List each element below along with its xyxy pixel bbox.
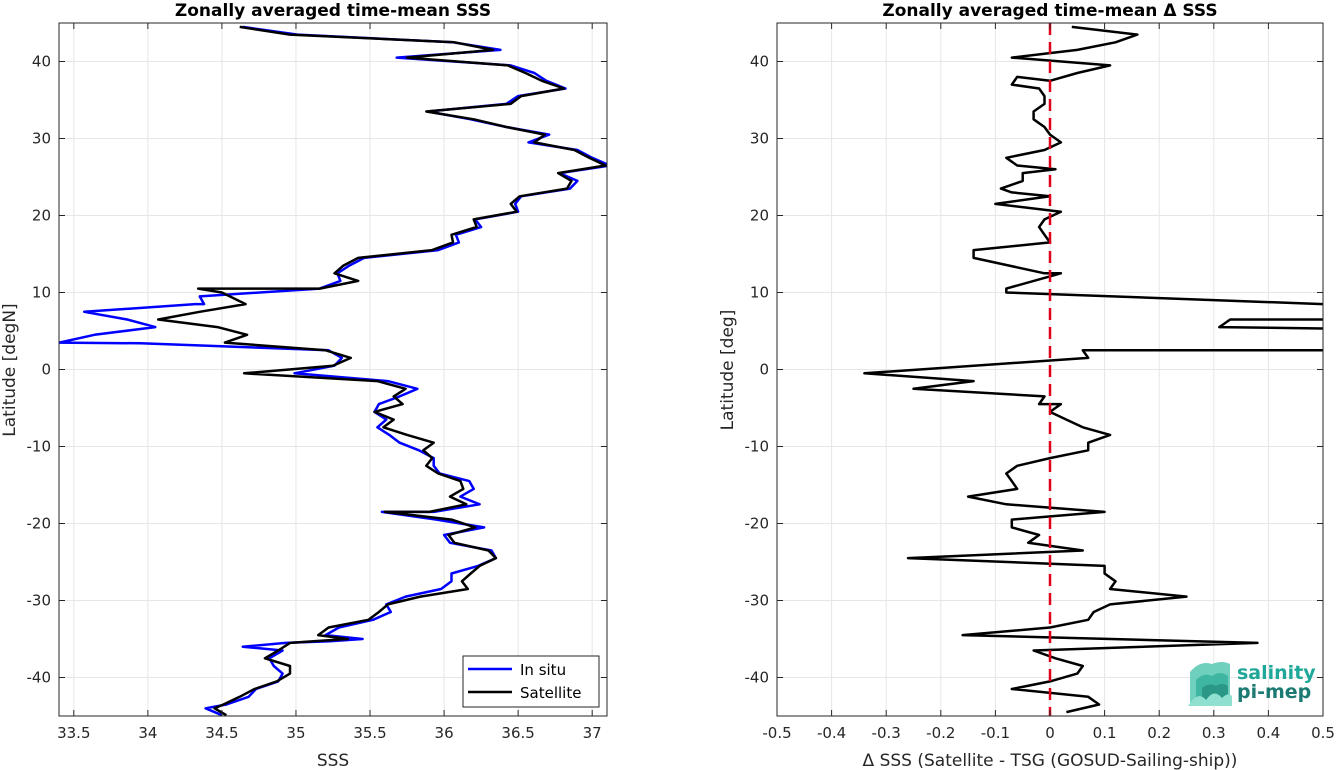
logo-text-salinity: salinity [1237,662,1316,684]
x-tick-label: 36.5 [501,724,534,742]
x-tick-label: 34 [138,724,157,742]
y-tick-label: -40 [27,669,52,687]
y-tick-label: 30 [750,130,769,148]
x-axis-label-delta-sss: Δ SSS (Satellite - TSG (GOSUD-Sailing-sh… [863,751,1238,770]
lines-sss [59,25,607,716]
x-tick-label: 35 [286,724,305,742]
x-tick-label: -0.4 [817,724,846,742]
x-tick-label: 0.3 [1202,724,1226,742]
panel-delta-sss: -0.5 -0.4 -0.3 -0.2 -0.1 0 0.1 0.2 0.3 0.4 0.5 -40… [718,1,1335,770]
y-tick-label: 10 [32,284,51,302]
series-line-delta-sss [863,25,1323,714]
series-line-in-situ [59,25,607,716]
y-tick-label: 20 [750,207,769,225]
x-tick-label: -0.3 [872,724,901,742]
legend-box [462,655,600,708]
x-tick-label: 0.1 [1093,724,1117,742]
y-tick-label: -10 [27,438,52,456]
x-tick-label: -0.1 [981,724,1010,742]
y-tick-label: -40 [745,669,770,687]
y-axis-label-sss: Latitude [degN] [0,303,20,436]
y-ticks-sss: -40 -30 -20 -10 0 10 20 30 40 [27,53,607,687]
panel-sss: 33.5 34 34.5 35 35.5 36 36.5 37 -40 -30 -20 -10 0 10… [0,1,608,770]
x-tick-label: 33.5 [57,724,90,742]
y-tick-label: 20 [32,207,51,225]
y-tick-label: 0 [41,361,51,379]
series-line-satellite [156,25,607,716]
logo-wave-icon [1188,662,1232,706]
salinity-pi-mep-logo: salinity pi-mep [1188,662,1316,706]
chart-title-sss: Zonally averaged time-mean SSS [175,1,491,21]
x-tick-label: 36 [435,724,454,742]
x-tick-label: -0.5 [762,724,791,742]
legend-label-in-situ: In situ [520,661,566,679]
y-tick-label: -30 [745,592,770,610]
x-tick-label: 0 [1045,724,1055,742]
x-ticks-sss: 33.5 34 34.5 35 35.5 36 36.5 37 [57,23,602,742]
x-ticks-delta-sss: -0.5 -0.4 -0.3 -0.2 -0.1 0 0.1 0.2 0.3 0.4 0.5 [762,23,1335,742]
y-tick-label: 40 [750,53,769,71]
y-tick-label: 0 [759,361,769,379]
y-tick-label: 40 [32,53,51,71]
y-tick-label: -20 [745,515,770,533]
y-ticks-delta-sss: -40 -30 -20 -10 0 10 20 30 40 [745,53,1323,687]
legend: In situ Satellite [462,655,600,708]
x-tick-label: 0.2 [1147,724,1171,742]
x-tick-label: 0.5 [1311,724,1335,742]
y-tick-label: -10 [745,438,770,456]
x-tick-label: 0.4 [1256,724,1280,742]
grid-sss [59,23,607,716]
y-tick-label: -30 [27,592,52,610]
x-tick-label: -0.2 [926,724,955,742]
lines-delta-sss [863,25,1323,714]
y-tick-label: 30 [32,130,51,148]
logo-text-pi-mep: pi-mep [1237,681,1311,703]
x-tick-label: 35.5 [353,724,386,742]
y-tick-label: 10 [750,284,769,302]
chart-title-delta-sss: Zonally averaged time-mean Δ SSS [882,1,1217,21]
y-axis-label-delta-sss: Latitude [deg] [718,310,738,431]
x-tick-label: 34.5 [205,724,238,742]
legend-label-satellite: Satellite [520,684,581,702]
x-tick-label: 37 [583,724,602,742]
x-axis-label-sss: SSS [317,751,349,770]
y-tick-label: -20 [27,515,52,533]
